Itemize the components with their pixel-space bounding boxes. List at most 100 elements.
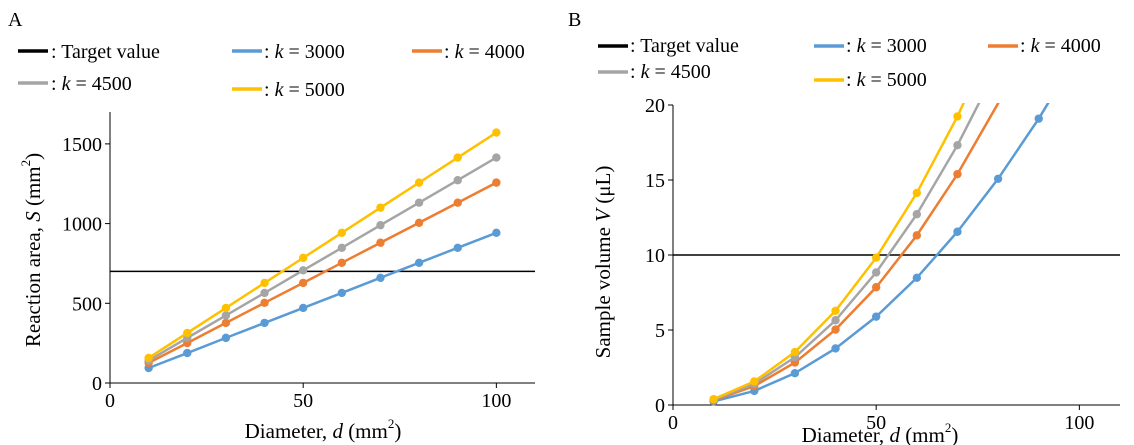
panel-a: A : Target value : k = 3000 : k = 4000 :…: [8, 9, 535, 443]
panel-a-series-line-k4500: [148, 156, 497, 362]
panel-a-y-tick-label: 1500: [62, 134, 102, 156]
panel-b-point-k4500: [912, 210, 922, 219]
panel-a-point-k4500: [260, 288, 269, 298]
panel-a-point-k3000: [221, 333, 231, 343]
panel-a-x-tick-label: 50: [293, 390, 313, 412]
panel-b-point-k5000: [871, 253, 881, 262]
panel-a-series-line-k3000: [148, 231, 497, 370]
panel-b-x-tick-label: 50: [866, 412, 886, 434]
panel-b-point-k4000: [953, 169, 962, 179]
panel-a-point-k4500: [492, 153, 501, 162]
panel-b-point-k3000: [912, 273, 922, 282]
legend-b-k4000-label: : k = 4000: [1020, 35, 1101, 57]
panel-b-x-tick-label: 0: [668, 412, 678, 434]
legend-a-k4500: : k = 4500: [18, 73, 132, 95]
panel-a-point-k4500: [414, 198, 424, 207]
panel-b-x-tick-label: 100: [1064, 412, 1094, 434]
panel-a-point-k3000: [376, 273, 385, 282]
panel-a-point-k5000: [260, 278, 269, 288]
panel-b-point-k3000: [871, 312, 881, 321]
panel-a-point-k3000: [492, 228, 501, 238]
panel-b-point-k5000: [831, 306, 840, 315]
panel-a-x-tick-label: 0: [105, 390, 115, 412]
panel-b-y-label: Sample volume V (μL): [591, 166, 615, 359]
legend-b-k5000-label: : k = 5000: [846, 69, 927, 91]
panel-a-point-k4500: [453, 176, 462, 185]
panel-a-x-tick-label: 100: [481, 390, 511, 412]
panel-a-point-k3000: [414, 258, 424, 268]
panel-a-point-k5000: [298, 253, 308, 263]
panel-a-label: A: [8, 9, 23, 31]
panel-b-point-k3000: [790, 369, 800, 378]
legend-b-k3000: : k = 3000: [814, 35, 927, 57]
legend-a-k5000-label: : k = 5000: [264, 79, 345, 101]
panel-b-y-tick-label: 15: [645, 170, 665, 192]
panel-b-point-k5000: [912, 188, 922, 198]
panel-a-point-k3000: [183, 348, 192, 358]
legend-b-target-label: : Target value: [630, 35, 739, 57]
panel-a-series-line-k5000: [147, 131, 498, 360]
legend-b-k4500: : k = 4500: [598, 61, 711, 83]
panel-a-point-k5000: [221, 303, 231, 313]
panel-b-plot: 0 50 100 0 5 10 15 20: [645, 95, 1120, 434]
panel-b-y-tick-label: 0: [655, 395, 665, 417]
panel-b-point-k4500: [953, 141, 962, 150]
panel-a-point-k5000: [337, 228, 347, 238]
panel-b-point-k4000: [831, 325, 840, 334]
panel-a-point-k4000: [453, 198, 462, 207]
panel-a-point-k3000: [453, 243, 462, 253]
legend-b-k5000: : k = 5000: [814, 69, 927, 91]
panel-b-y-tick-label: 5: [655, 320, 665, 342]
panel-a-point-k4500: [376, 220, 385, 230]
panel-a-point-k5000: [453, 153, 462, 162]
panel-b-legend: : Target value : k = 3000 : k = 4000 : k…: [598, 35, 1101, 91]
legend-a-k3000: : k = 3000: [232, 41, 345, 63]
panel-a-point-k5000: [144, 353, 153, 363]
legend-a-k3000-label: : k = 3000: [264, 41, 345, 63]
legend-b-target: : Target value: [598, 35, 739, 57]
panel-a-y-label: Reaction area, S (mm2): [18, 153, 45, 347]
panel-a-y-tick-label: 0: [92, 373, 102, 395]
panel-a-y-tick-label: 500: [72, 293, 102, 315]
panel-a-x-label: Diameter, d (mm2): [245, 416, 402, 443]
panel-a-point-k4000: [260, 298, 269, 308]
panel-b-y-tick-label: 20: [645, 95, 665, 117]
panel-b-point-k5000: [750, 377, 759, 386]
panel-a-point-k3000: [298, 303, 308, 313]
panel-b-y-tick-label: 10: [645, 245, 665, 267]
panel-b: B : Target value : k = 3000 : k = 4000 :…: [568, 9, 1120, 445]
panel-b-series-line-k4500: [713, 103, 981, 401]
panel-a-series-line-k4000: [148, 181, 497, 365]
panel-b-x-label: Diameter, d (mm2): [802, 420, 959, 445]
panel-b-point-k3000: [1034, 114, 1043, 123]
panel-a-point-k4500: [337, 243, 347, 253]
panel-b-point-k5000: [953, 112, 962, 121]
panel-a-point-k3000: [337, 288, 347, 298]
legend-a-target-label: : Target value: [51, 41, 160, 63]
panel-b-series-line-k4000: [713, 103, 1000, 402]
panel-b-point-k4500: [871, 268, 881, 277]
panel-b-series-line-k3000: [713, 103, 1050, 403]
panel-a-point-k4500: [298, 266, 308, 275]
panel-b-series-line-k5000: [713, 103, 965, 401]
panel-a-point-k5000: [414, 178, 424, 187]
panel-a-point-k4000: [298, 278, 308, 288]
panel-a-point-k4000: [221, 318, 231, 328]
legend-a-k4000: : k = 4000: [412, 41, 525, 63]
panel-a-point-k5000: [183, 328, 192, 338]
panel-a-point-k3000: [260, 318, 269, 328]
panel-b-point-k3000: [993, 174, 1003, 183]
panel-b-point-k4000: [871, 283, 881, 292]
panel-b-point-k4000: [912, 231, 922, 240]
legend-a-k4000-label: : k = 4000: [444, 41, 525, 63]
panel-a-point-k5000: [492, 128, 501, 137]
legend-b-k3000-label: : k = 3000: [846, 35, 927, 57]
panel-b-point-k3000: [953, 227, 962, 236]
legend-b-k4500-label: : k = 4500: [630, 61, 711, 83]
legend-b-k4000: : k = 4000: [988, 35, 1101, 57]
panel-b-label: B: [568, 9, 581, 31]
legend-a-k5000: : k = 5000: [232, 79, 345, 101]
panel-a-y-tick-label: 1000: [62, 214, 102, 236]
legend-a-target: : Target value: [18, 41, 160, 63]
